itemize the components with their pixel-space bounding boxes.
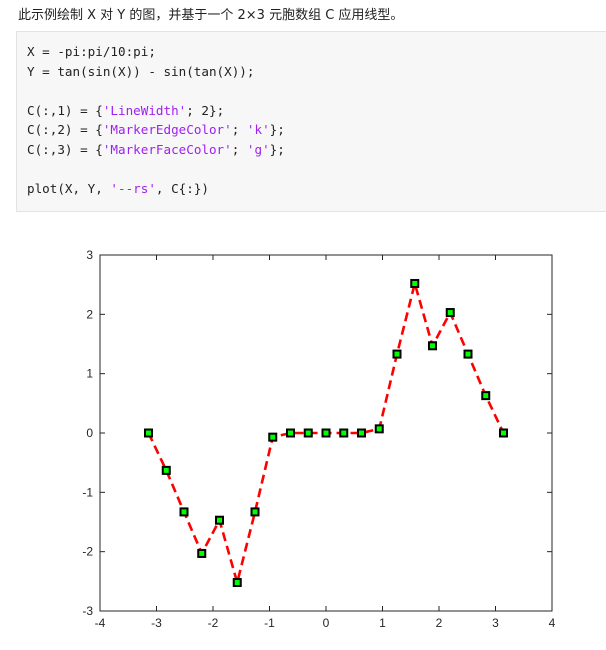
x-tick-label: 1 bbox=[379, 616, 386, 630]
code-line-3: C(:,1) = {'LineWidth'; 2}; bbox=[27, 102, 225, 118]
data-point-marker bbox=[463, 349, 473, 359]
code-block: X = -pi:pi/10:pi; Y = tan(sin(X)) - sin(… bbox=[16, 31, 606, 212]
data-point-marker bbox=[339, 428, 349, 438]
data-point-marker bbox=[410, 278, 420, 288]
data-point-marker bbox=[143, 428, 153, 438]
data-point-marker bbox=[197, 548, 207, 558]
data-point-marker bbox=[428, 341, 438, 351]
y-tick-label: 2 bbox=[86, 307, 93, 321]
data-point-marker bbox=[356, 428, 366, 438]
y-tick-label: -3 bbox=[82, 604, 93, 618]
y-tick-label: 3 bbox=[86, 248, 93, 262]
data-point-marker bbox=[499, 428, 509, 438]
x-tick-label: -2 bbox=[208, 616, 219, 630]
plot-figure: -4 -3 -2 -1 0 1 2 3 4 -3 -2 -1 0 1 2 3 bbox=[0, 232, 606, 650]
data-point-marker bbox=[161, 465, 171, 475]
data-point-marker bbox=[232, 578, 242, 588]
code-line-4: C(:,2) = {'MarkerEdgeColor'; 'k'}; bbox=[27, 122, 285, 137]
data-point-marker bbox=[214, 515, 224, 525]
code-line-6: plot(X, Y, '--rs', C{:}) bbox=[27, 180, 209, 196]
data-point-marker bbox=[303, 428, 313, 438]
code-line-1: X = -pi:pi/10:pi; bbox=[27, 44, 156, 59]
y-tick-label: -2 bbox=[82, 545, 93, 559]
code-content: X = -pi:pi/10:pi; Y = tan(sin(X)) - sin(… bbox=[27, 42, 285, 198]
data-point-marker bbox=[286, 428, 296, 438]
data-point-marker bbox=[179, 507, 189, 517]
data-point-marker bbox=[374, 424, 384, 434]
code-line-2: Y = tan(sin(X)) - sin(tan(X)); bbox=[27, 63, 255, 79]
data-point-marker bbox=[250, 507, 260, 517]
x-tick-label: 3 bbox=[492, 616, 499, 630]
data-point-marker bbox=[321, 428, 331, 438]
x-tick-label: -1 bbox=[264, 616, 275, 630]
intro-text: 此示例绘制 X 对 Y 的图，并基于一个 2×3 元胞数组 C 应用线型。 bbox=[18, 8, 404, 23]
data-point-marker bbox=[268, 432, 278, 442]
data-point-marker bbox=[481, 391, 491, 401]
x-tick-label: -3 bbox=[151, 616, 162, 630]
x-tick-label: -4 bbox=[95, 616, 106, 630]
code-line-5: C(:,3) = {'MarkerFaceColor'; 'g'}; bbox=[27, 141, 285, 157]
data-point-marker bbox=[392, 349, 402, 359]
y-tick-label: 1 bbox=[86, 367, 93, 381]
x-tick-label: 2 bbox=[436, 616, 443, 630]
y-tick-label: -1 bbox=[82, 485, 93, 499]
x-tick-label: 0 bbox=[323, 616, 330, 630]
data-point-marker bbox=[445, 308, 455, 318]
y-tick-label: 0 bbox=[86, 426, 93, 440]
x-tick-label: 4 bbox=[549, 616, 556, 630]
